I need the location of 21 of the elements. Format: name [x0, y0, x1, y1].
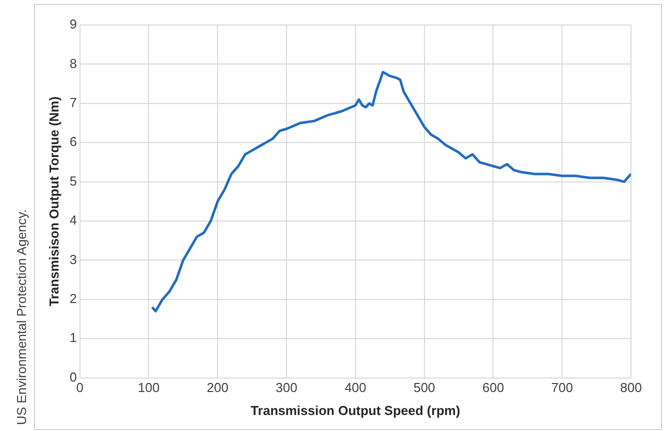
- y-tick-label: 4: [70, 212, 77, 228]
- x-tick-label: 700: [551, 380, 573, 396]
- x-tick-label: 100: [138, 380, 160, 396]
- y-tick-label: 3: [70, 252, 77, 267]
- x-tick-label: 800: [620, 380, 642, 396]
- x-tick-label: 600: [482, 380, 504, 396]
- y-axis-title: Transmisison Output Torque (Nm): [46, 96, 62, 306]
- x-tick-label: 200: [206, 380, 228, 396]
- x-tick-label: 300: [276, 380, 298, 396]
- x-tick-label: 500: [413, 380, 436, 396]
- x-tick-label: 400: [344, 380, 366, 396]
- y-tick-label: 0: [70, 369, 77, 384]
- y-tick-label: 5: [70, 173, 77, 188]
- y-tick-label: 9: [70, 16, 77, 32]
- y-tick-label: 8: [70, 56, 77, 71]
- x-axis-title: Transmission Output Speed (rpm): [250, 402, 460, 418]
- text: US Environmental Protection Agency.: [14, 209, 29, 425]
- y-tick-label: 6: [70, 134, 77, 150]
- y-tick-label: 7: [70, 94, 77, 110]
- y-tick-label: 2: [70, 290, 77, 306]
- y-tick-label: 1: [70, 330, 77, 346]
